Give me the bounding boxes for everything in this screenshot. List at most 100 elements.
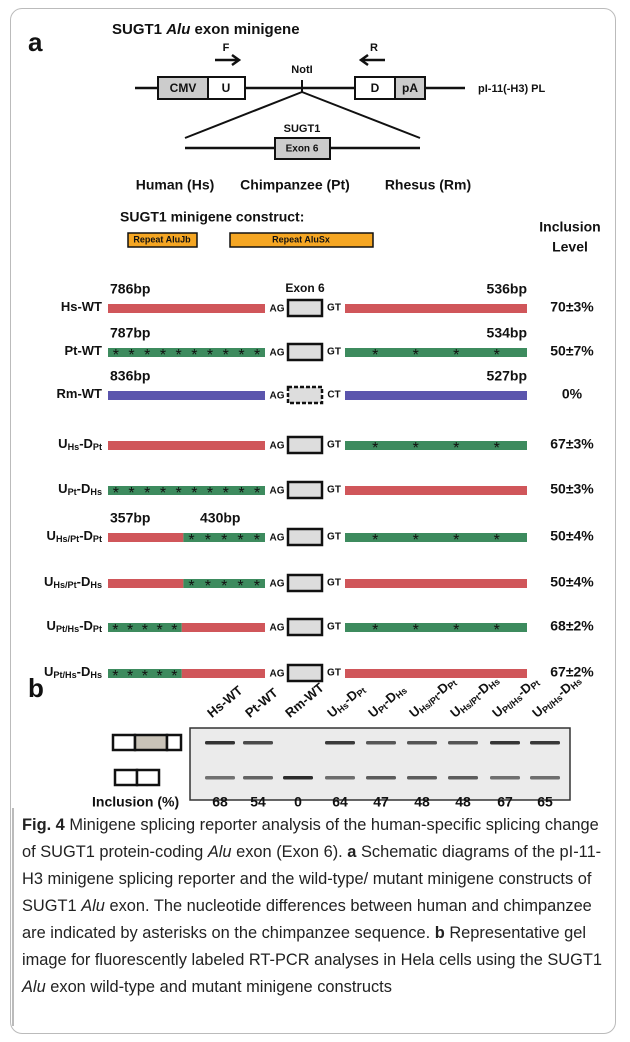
icon-box	[167, 735, 181, 750]
difference-asterisk: *	[494, 347, 500, 364]
difference-asterisk: *	[254, 485, 260, 502]
exon-heading: Exon 6	[285, 281, 325, 295]
length-label: 430bp	[200, 510, 240, 526]
inclusion-level: 68±2%	[550, 618, 594, 634]
name-part: Hs/Pt	[53, 580, 76, 590]
name-part: Hs-WT	[61, 299, 102, 314]
intron-bar	[345, 486, 527, 495]
difference-asterisk: *	[494, 440, 500, 457]
gel-band	[448, 776, 478, 780]
caption: Fig. 4 Minigene splicing reporter analys…	[22, 812, 604, 1001]
difference-asterisk: *	[453, 622, 459, 639]
name-part: Hs-WT	[204, 683, 245, 721]
exon-box	[288, 300, 322, 316]
construct-name: UPt-DHs	[58, 481, 102, 497]
construct-name: Rm-WT	[57, 386, 103, 401]
intron-bar	[182, 623, 265, 632]
name-part: U	[47, 528, 56, 543]
intron-bar	[345, 304, 527, 313]
difference-asterisk: *	[112, 668, 118, 685]
inclusion-value: 65	[537, 794, 553, 810]
inclusion-heading: Level	[552, 239, 588, 255]
name-part: Rm-WT	[57, 386, 103, 401]
exon-label: Exon 6	[286, 144, 319, 155]
exon-box	[288, 529, 322, 545]
panel-label: a	[28, 27, 43, 57]
difference-asterisk: *	[205, 532, 211, 549]
splice-site: AG	[270, 391, 285, 402]
difference-asterisk: *	[221, 578, 227, 595]
gel-band	[490, 776, 520, 780]
construct-name: Rm-WT	[282, 680, 327, 721]
name-part: Pt-WT	[242, 685, 280, 721]
intron-bar	[108, 391, 265, 400]
intron-bar	[345, 391, 527, 400]
gel-band	[366, 741, 396, 745]
difference-asterisk: *	[494, 532, 500, 549]
gel-band	[205, 776, 235, 780]
gel-band	[407, 741, 437, 745]
splice-site: GT	[327, 532, 341, 543]
splice-site: GT	[327, 303, 341, 314]
inclusion-level: 67±2%	[550, 664, 594, 680]
difference-asterisk: *	[171, 622, 177, 639]
difference-asterisk: *	[254, 532, 260, 549]
exon-box	[288, 437, 322, 453]
name-part: Hs	[90, 580, 102, 590]
difference-asterisk: *	[144, 485, 150, 502]
construct-name: UHs/Pt-DPt	[47, 528, 102, 544]
difference-asterisk: *	[191, 485, 197, 502]
difference-asterisk: *	[413, 347, 419, 364]
panel-label: b	[28, 673, 44, 703]
intron-bar	[182, 669, 265, 678]
difference-asterisk: *	[127, 668, 133, 685]
length-label: 536bp	[487, 281, 527, 297]
vector-label: pI-11(-H3) PL	[478, 83, 546, 95]
name-part: Pt	[93, 624, 102, 634]
caption-run: exon (Exon 6).	[232, 843, 348, 861]
splice-site: CT	[327, 390, 340, 401]
gel-band	[325, 776, 355, 780]
exon-box	[288, 387, 322, 403]
difference-asterisk: *	[128, 347, 134, 364]
difference-asterisk: *	[142, 622, 148, 639]
name-part: -D	[79, 618, 93, 633]
section-heading: SUGT1 minigene construct:	[120, 209, 304, 225]
species-label: Human (Hs)	[136, 177, 215, 193]
exon-box	[288, 619, 322, 635]
gel-band	[325, 741, 355, 745]
difference-asterisk: *	[188, 532, 194, 549]
primer-label: F	[223, 42, 230, 54]
caption-run: b	[435, 924, 445, 942]
inclusion-level: 67±3%	[550, 436, 594, 452]
icon-box	[135, 735, 167, 750]
panel-title: SUGT1 Alu exon minigene	[112, 21, 300, 38]
intron-bar	[108, 304, 265, 313]
inclusion-level: 0%	[562, 386, 583, 402]
difference-asterisk: *	[238, 485, 244, 502]
inclusion-value: 54	[250, 794, 266, 810]
species-label: Chimpanzee (Pt)	[240, 177, 350, 193]
exon-box	[288, 482, 322, 498]
construct-name: UHs-DPt	[324, 681, 368, 721]
gel-band	[530, 776, 560, 780]
length-label: 527bp	[487, 368, 527, 384]
inclusion-heading: Inclusion	[539, 219, 600, 235]
difference-asterisk: *	[237, 532, 243, 549]
gel-band	[448, 741, 478, 745]
name-part: Hs	[90, 487, 102, 497]
difference-asterisk: *	[223, 485, 229, 502]
intron-bar	[108, 533, 183, 542]
intron-bar	[345, 669, 527, 678]
intron-bar	[345, 579, 527, 588]
name-part: Hs	[90, 670, 102, 680]
splice-site: AG	[270, 579, 285, 590]
name-part: -D	[77, 481, 91, 496]
name-part: U	[44, 574, 53, 589]
difference-asterisk: *	[372, 347, 378, 364]
difference-asterisk: *	[413, 622, 419, 639]
construct-name: UHs-DPt	[58, 436, 102, 452]
construct-name: UPt/Hs-DHs	[44, 664, 102, 680]
splice-site: AG	[270, 486, 285, 497]
gel-band	[490, 741, 520, 745]
